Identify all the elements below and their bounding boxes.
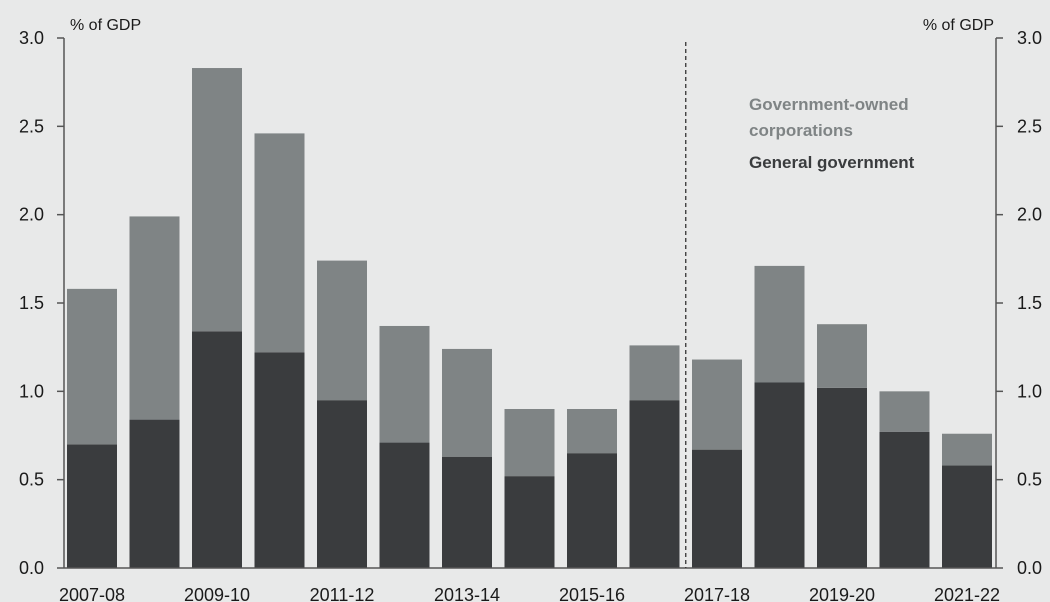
x-tick-label: 2009-10 [184, 585, 250, 602]
y-axis-label-left: % of GDP [70, 17, 141, 34]
bar-goc-2013-14 [442, 348, 492, 457]
legend-goc-line2: corporations [749, 121, 853, 140]
bar-general-government-2007-08 [67, 444, 117, 568]
bar-goc-2011-12 [317, 260, 367, 401]
x-tick-label: 2021-22 [934, 585, 1000, 602]
bar-general-government-2016-17 [629, 400, 680, 568]
bar-goc-2018-19 [754, 265, 805, 383]
bar-goc-2016-17 [629, 345, 680, 401]
bar-general-government-2014-15 [504, 476, 555, 568]
bar-general-government-2011-12 [317, 400, 367, 568]
bar-goc-2012-13 [379, 325, 430, 443]
y-tick-label-left: 0.0 [19, 558, 44, 578]
bar-general-government-2018-19 [754, 382, 805, 568]
bar-general-government-2009-10 [192, 331, 242, 568]
bar-goc-2019-20 [817, 324, 867, 388]
y-tick-label-right: 2.5 [1017, 116, 1042, 136]
bar-general-government-2008-09 [129, 419, 180, 568]
bars-group [67, 68, 992, 568]
bar-goc-2010-11 [254, 133, 305, 353]
y-tick-label-right: 3.0 [1017, 28, 1042, 48]
bar-goc-2017-18 [692, 359, 742, 450]
y-axis-label-right: % of GDP [923, 17, 994, 34]
bar-goc-2020-21 [879, 391, 930, 432]
bar-general-government-2013-14 [442, 456, 492, 568]
legend-general-government: General government [749, 153, 915, 172]
bar-goc-2015-16 [567, 409, 617, 454]
bar-goc-2007-08 [67, 288, 117, 445]
x-tick-label: 2019-20 [809, 585, 875, 602]
bar-general-government-2015-16 [567, 453, 617, 568]
bar-goc-2021-22 [942, 433, 992, 466]
y-tick-label-left: 0.5 [19, 470, 44, 490]
x-tick-label: 2007-08 [59, 585, 125, 602]
x-tick-label: 2011-12 [310, 585, 375, 602]
y-tick-label-right: 2.0 [1017, 205, 1042, 225]
legend-goc-line1: Government-owned [749, 95, 909, 114]
y-tick-label-left: 2.0 [19, 205, 44, 225]
bar-general-government-2017-18 [692, 449, 742, 568]
x-tick-label: 2013-14 [434, 585, 500, 602]
bar-goc-2009-10 [192, 68, 242, 332]
y-tick-label-left: 2.5 [19, 116, 44, 136]
bar-goc-2014-15 [504, 409, 555, 477]
x-tick-label: 2017-18 [684, 585, 750, 602]
bar-general-government-2019-20 [817, 387, 867, 568]
y-tick-label-right: 0.0 [1017, 558, 1042, 578]
y-tick-label-left: 1.0 [19, 381, 44, 401]
bar-goc-2008-09 [129, 216, 180, 420]
y-tick-label-right: 0.5 [1017, 470, 1042, 490]
bar-general-government-2020-21 [879, 431, 930, 568]
ticks-group: 0.0 0.0 0.5 0.5 1.0 1.0 1.5 1.5 2.0 2.0 2.5 2.5 3.0 3… [19, 28, 1042, 602]
bar-general-government-2021-22 [942, 465, 992, 568]
y-tick-label-left: 1.5 [19, 293, 44, 313]
y-tick-label-left: 3.0 [19, 28, 44, 48]
bar-general-government-2012-13 [379, 442, 430, 568]
bar-general-government-2010-11 [254, 352, 305, 568]
x-tick-label: 2015-16 [559, 585, 625, 602]
y-tick-label-right: 1.0 [1017, 381, 1042, 401]
y-tick-label-right: 1.5 [1017, 293, 1042, 313]
